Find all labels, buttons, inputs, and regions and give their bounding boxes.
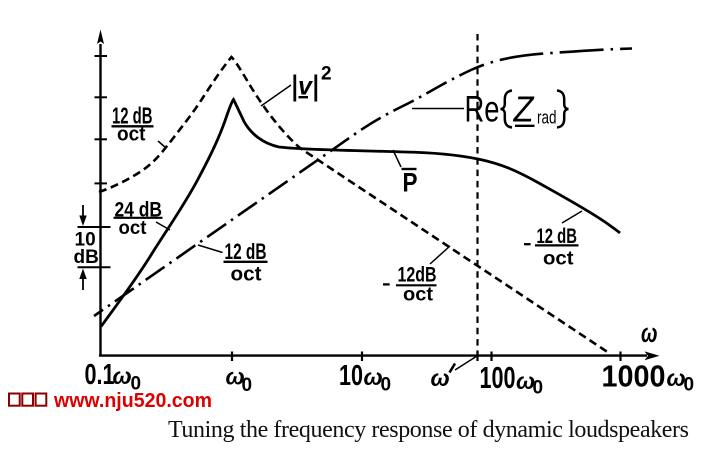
- svg-text:ω: ω: [516, 368, 535, 394]
- svg-text:0: 0: [131, 374, 142, 395]
- svg-text:v: v: [298, 73, 314, 101]
- svg-text:12dB: 12dB: [398, 264, 437, 287]
- svg-text:dB: dB: [74, 247, 99, 268]
- svg-text:P: P: [403, 168, 418, 198]
- svg-text:rad: rad: [537, 108, 557, 128]
- svg-text:10: 10: [75, 230, 96, 251]
- svg-text:0: 0: [381, 375, 392, 396]
- svg-text:ω: ω: [226, 364, 245, 390]
- svg-text:oct: oct: [403, 285, 434, 306]
- svg-text:Z: Z: [513, 89, 535, 130]
- svg-text:ω: ω: [364, 364, 383, 390]
- svg-text:12 dB: 12 dB: [225, 239, 267, 264]
- svg-text:100: 100: [480, 360, 516, 395]
- svg-text:oct: oct: [117, 124, 146, 146]
- svg-text:24 dB: 24 dB: [115, 199, 163, 222]
- svg-text:oct: oct: [231, 264, 262, 286]
- svg-text:2: 2: [321, 64, 332, 85]
- svg-text:0.1: 0.1: [85, 359, 115, 391]
- svg-text:0: 0: [533, 378, 544, 399]
- svg-text:ω: ω: [113, 363, 132, 389]
- svg-text:ω: ω: [431, 365, 450, 391]
- svg-text:www.nju520.com: www.nju520.com: [53, 390, 212, 412]
- svg-text:1000: 1000: [602, 359, 666, 394]
- svg-text:10: 10: [339, 360, 363, 392]
- svg-text:oct: oct: [543, 249, 574, 270]
- svg-text:Re: Re: [465, 89, 500, 130]
- svg-text:12 dB: 12 dB: [112, 103, 153, 129]
- svg-text:ω: ω: [667, 365, 686, 391]
- svg-text:ω: ω: [641, 318, 658, 348]
- svg-text:0: 0: [684, 375, 695, 396]
- svg-text:Tuning the frequency response: Tuning the frequency response of dynamic…: [168, 417, 689, 443]
- svg-text:12 dB: 12 dB: [537, 225, 578, 248]
- svg-text:0: 0: [242, 375, 253, 396]
- svg-text:oct: oct: [119, 218, 148, 239]
